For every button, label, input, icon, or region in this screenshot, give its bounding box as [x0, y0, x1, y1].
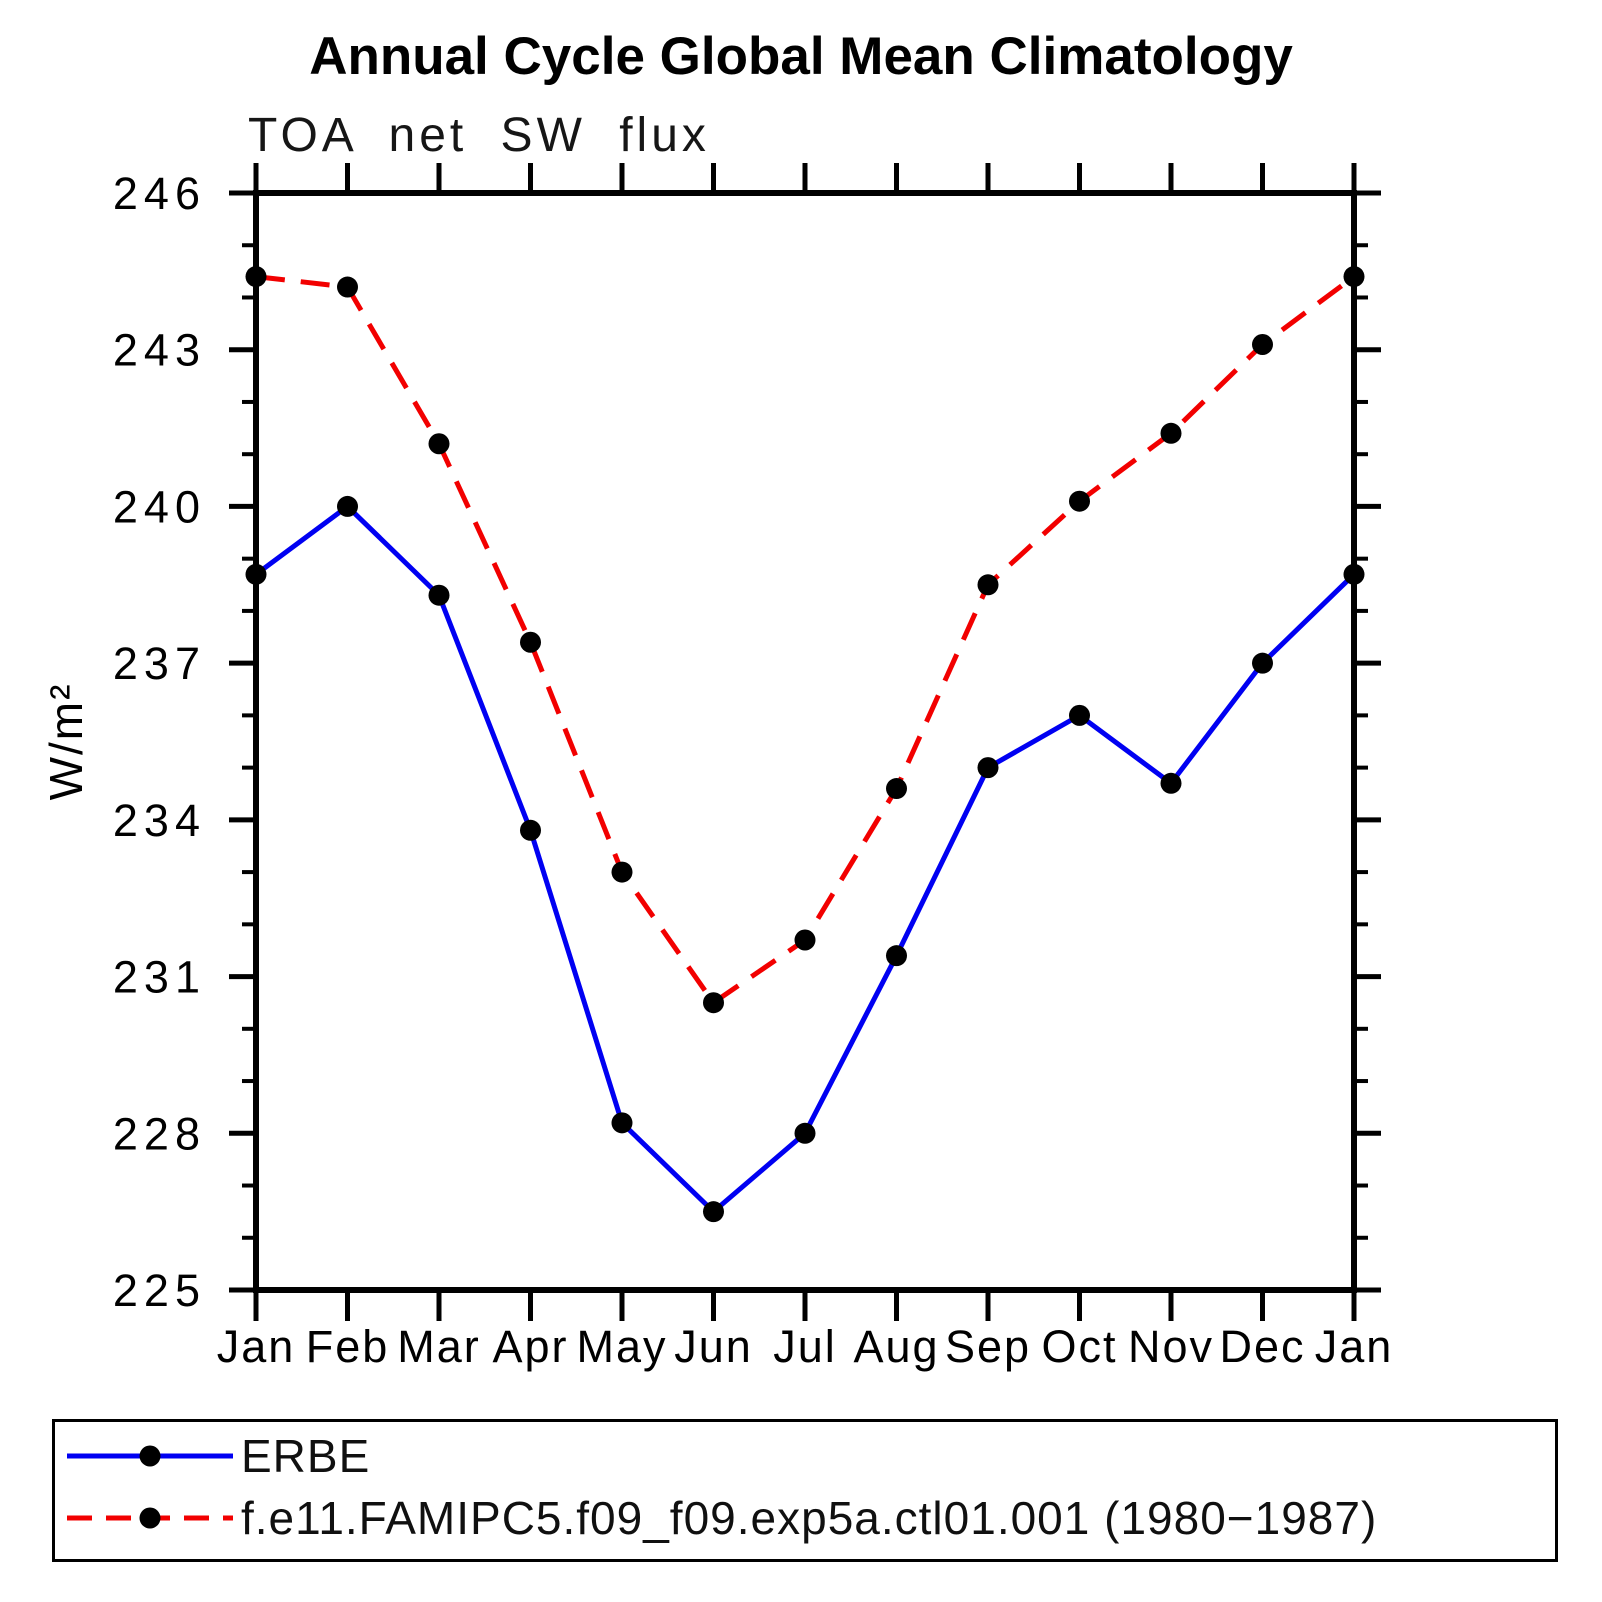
data-point-marker [245, 563, 267, 585]
y-tick-label: 228 [113, 1108, 206, 1159]
chart-title: Annual Cycle Global Mean Climatology [309, 27, 1293, 86]
data-point-marker [886, 778, 907, 800]
legend-item-erbe: ERBE [65, 1430, 370, 1482]
x-tick-label: Jul [773, 1321, 837, 1372]
erbe-line [254, 503, 1356, 1215]
y-tick-label: 240 [113, 481, 206, 532]
x-tick-label: Sep [945, 1321, 1031, 1372]
y-tick-label: 246 [113, 168, 206, 219]
data-point-marker [245, 266, 267, 288]
data-point-marker [977, 757, 999, 779]
x-tick-label: Nov [1128, 1321, 1214, 1372]
data-point-marker [1069, 704, 1090, 726]
data-point-marker [1160, 422, 1182, 444]
erbe-legend-swatch [67, 1445, 233, 1467]
x-tick-label: Jun [674, 1321, 753, 1372]
x-tick-label: Aug [853, 1321, 939, 1372]
data-point-marker [794, 929, 816, 951]
data-point-marker [611, 1112, 633, 1134]
x-tick-label: Mar [397, 1321, 481, 1372]
plot-frame [253, 190, 1357, 1293]
data-point-marker [1252, 333, 1273, 355]
data-point-marker [611, 861, 633, 883]
data-point-marker [794, 1122, 816, 1144]
legend-item-model: f.e11.FAMIPC5.f09_f09.exp5a.ctl01.001 (1… [65, 1492, 1377, 1544]
data-point-marker [520, 819, 541, 841]
x-tick-label: Feb [306, 1321, 390, 1372]
x-tick-label: Jan [217, 1321, 296, 1372]
model-line [255, 274, 1356, 1006]
data-point-marker [337, 276, 358, 298]
chart-subtitle: TOA net SW flux [248, 109, 710, 162]
data-point-marker [1252, 652, 1273, 674]
data-point-marker [1160, 772, 1182, 794]
data-point-marker [1069, 490, 1090, 512]
model-legend-marker-icon [139, 1507, 161, 1529]
legend-label-model: f.e11.FAMIPC5.f09_f09.exp5a.ctl01.001 (1… [241, 1492, 1378, 1544]
y-tick-label: 231 [113, 952, 206, 1003]
x-tick-label: Jan [1315, 1321, 1394, 1372]
legend-label-erbe: ERBE [241, 1430, 371, 1482]
y-tick-label: 237 [113, 638, 206, 689]
data-point-marker [703, 992, 724, 1014]
erbe-legend-marker-icon [139, 1445, 161, 1467]
x-tick-label: Apr [492, 1321, 568, 1372]
y-tick-label: 234 [113, 795, 206, 846]
model-legend-swatch [67, 1507, 233, 1529]
data-point-marker [977, 574, 999, 596]
y-tick-label: 243 [113, 325, 206, 376]
x-tick-label: Oct [1041, 1321, 1117, 1372]
y-axis-title: W/m² [40, 683, 92, 801]
legend-box: ERBE f.e11.FAMIPC5.f09_f09.exp5a.ctl01.0… [52, 1419, 1558, 1562]
data-point-marker [1343, 266, 1365, 288]
x-tick-label: Dec [1219, 1321, 1305, 1372]
data-point-marker [428, 584, 450, 606]
data-point-marker [520, 631, 541, 653]
data-point-marker [428, 433, 450, 455]
data-point-marker [337, 495, 358, 517]
x-tick-label: May [576, 1321, 667, 1372]
data-point-marker [886, 945, 907, 967]
data-point-marker [703, 1201, 724, 1223]
y-tick-label: 225 [113, 1265, 206, 1316]
data-point-marker [1343, 563, 1365, 585]
